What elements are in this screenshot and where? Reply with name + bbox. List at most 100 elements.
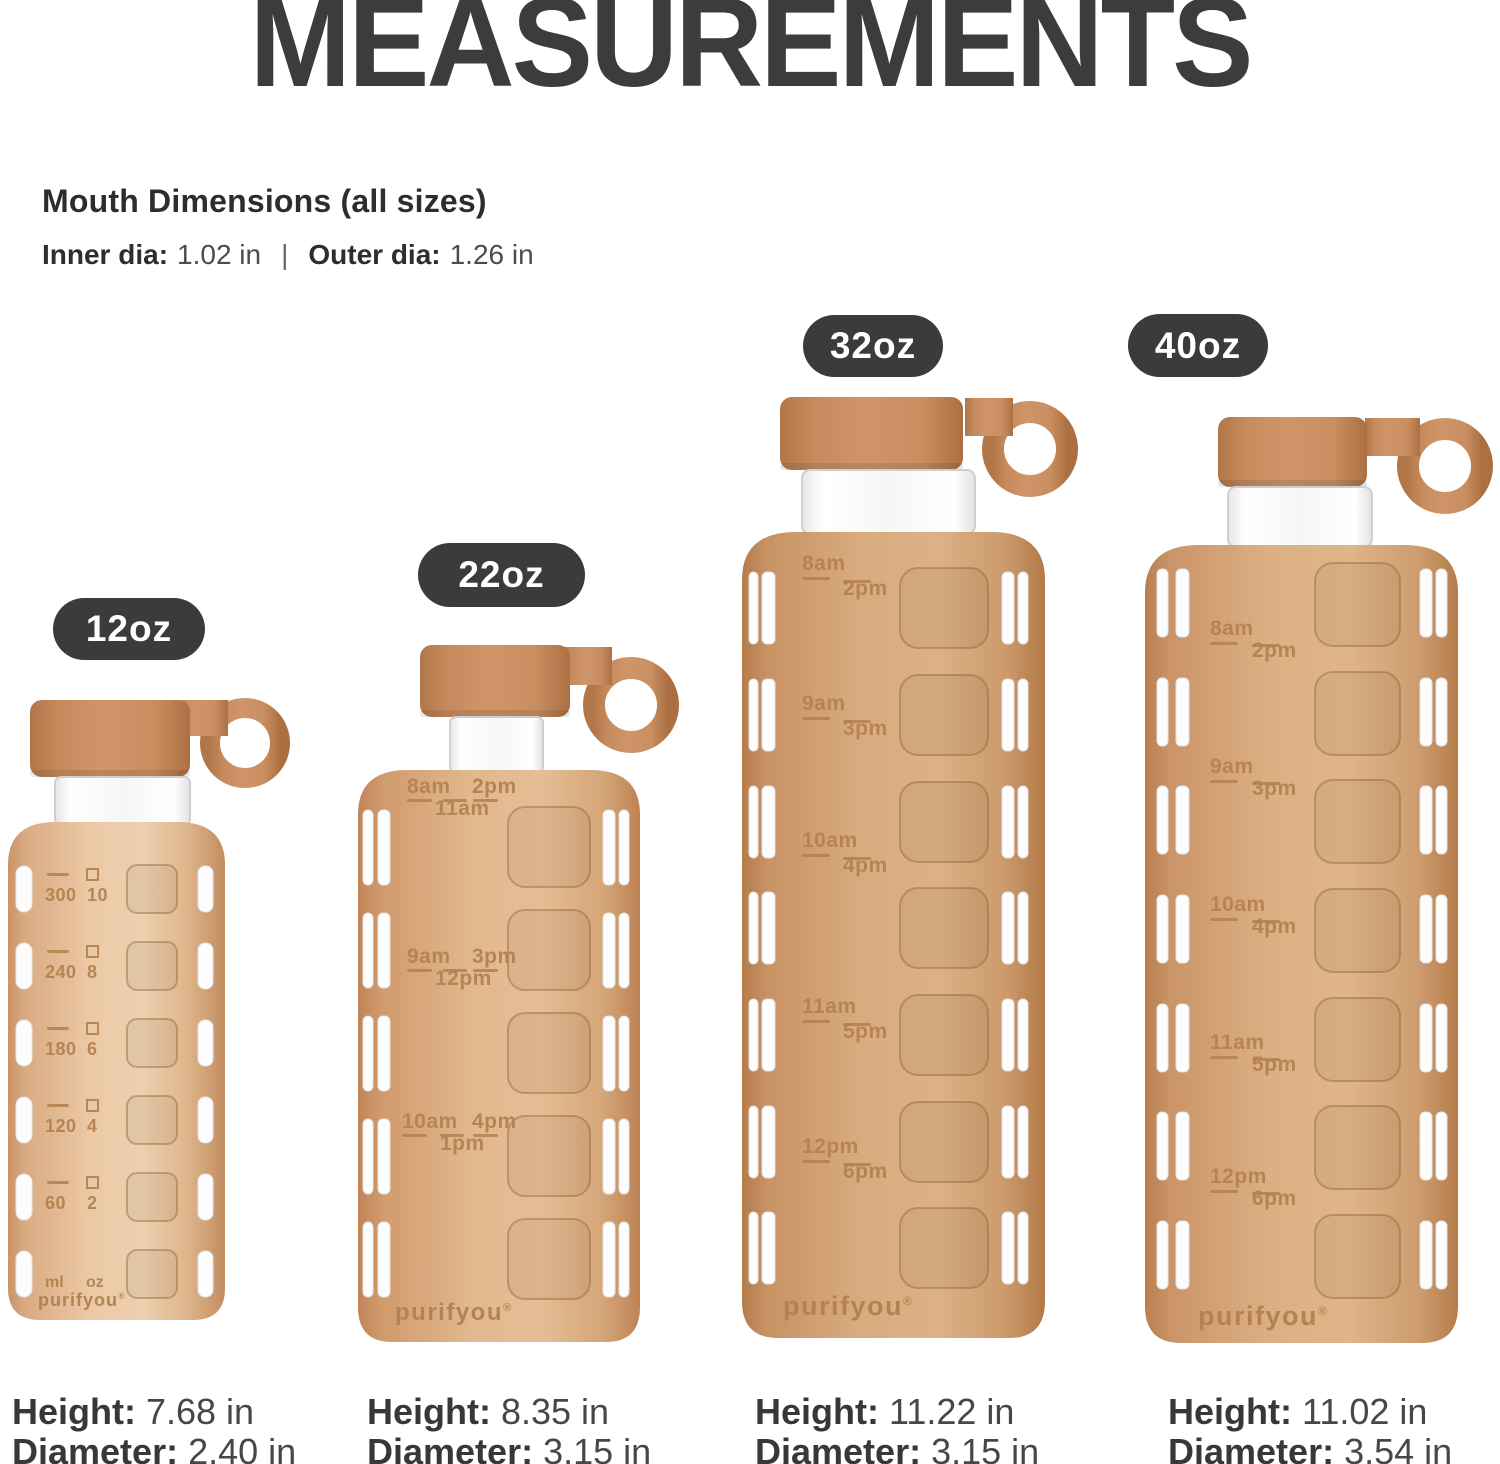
time-tick — [1252, 1192, 1280, 1195]
scale-tick — [47, 1027, 69, 1030]
sleeve-slot — [197, 1019, 214, 1067]
diameter-value: 3.15 in — [931, 1431, 1040, 1464]
time-marker-am: 11am — [1210, 1031, 1265, 1054]
bottle-illustration-40oz: 8am 2pm 9am 3pm 10am 4pm 11am 5pm 12pm 6… — [1145, 417, 1493, 1343]
sleeve-window — [1314, 779, 1401, 864]
height-value: 7.68 in — [145, 1391, 255, 1432]
sleeve-slot — [1435, 677, 1448, 747]
bottle-cap — [780, 397, 963, 470]
time-tick — [443, 969, 467, 972]
sleeve-window — [126, 1249, 178, 1299]
sleeve-slot — [1017, 678, 1029, 752]
sleeve-slot — [1175, 1220, 1190, 1290]
time-marker-pm: 4pm — [1252, 915, 1297, 938]
sleeve-slot — [1156, 894, 1169, 964]
sleeve-slot — [362, 809, 374, 886]
sleeve-slot — [1175, 1003, 1190, 1073]
time-tick — [1210, 642, 1238, 645]
sleeve-slot — [748, 678, 759, 752]
volume-marker-ml: 120 — [45, 1116, 77, 1136]
time-marker-am: 9am — [1210, 755, 1254, 778]
checkbox-icon — [86, 1022, 99, 1035]
sleeve-window — [507, 1218, 591, 1300]
sleeve-slot — [748, 891, 759, 965]
sleeve-window — [126, 1018, 178, 1068]
sleeve-window — [507, 1115, 591, 1197]
cap-lip-shadow — [30, 770, 190, 777]
time-marker-pm: 2pm — [843, 577, 888, 600]
sleeve-slot — [1175, 568, 1190, 638]
time-marker-am: 11am — [802, 995, 857, 1018]
sleeve-slot — [1001, 678, 1015, 752]
height-label: Height: — [755, 1391, 879, 1432]
page-title: MEASUREMENTS — [249, 0, 1253, 114]
bottle-illustration-12oz: 300 10 240 8 180 6 120 4 60 2 ml oz puri… — [8, 698, 290, 1320]
time-tick — [843, 1023, 871, 1026]
time-marker-am: 8am — [407, 775, 451, 798]
sleeve-slot — [1175, 1111, 1190, 1181]
cap-ring-connector — [1365, 418, 1420, 456]
sleeve-slot — [197, 942, 214, 990]
sleeve-window — [899, 1207, 989, 1289]
sleeve-slot — [15, 865, 33, 913]
sleeve-slot — [1435, 1003, 1448, 1073]
sleeve-slot — [602, 1015, 616, 1092]
height-value: 8.35 in — [500, 1391, 610, 1432]
bottle-cap — [30, 700, 190, 777]
ml-unit-label: ml — [45, 1274, 64, 1291]
time-tick — [802, 854, 830, 857]
dia-separator: | — [281, 239, 289, 270]
specs-22oz: Height: 8.35 in Diameter: 3.15 in — [367, 1392, 651, 1464]
sleeve-slot — [618, 809, 630, 886]
time-marker-pm: 3pm — [843, 717, 888, 740]
brand-wordmark: purifyou® — [783, 1291, 913, 1321]
time-tick — [802, 1160, 830, 1163]
time-tick — [1252, 1058, 1280, 1061]
checkbox-icon — [86, 1099, 99, 1112]
mouth-dimensions-values: Inner dia: 1.02 in | Outer dia: 1.26 in — [42, 239, 534, 271]
time-tick — [1210, 780, 1238, 783]
time-tick — [802, 717, 830, 720]
time-tick — [407, 969, 432, 972]
scale-tick — [47, 1104, 69, 1107]
sleeve-slot — [1001, 1105, 1015, 1179]
diameter-label: Diameter: — [367, 1431, 534, 1464]
sleeve-window — [1314, 671, 1401, 756]
bottle-cap — [1218, 417, 1367, 487]
sleeve-slot — [761, 785, 776, 859]
sleeve-slot — [197, 1096, 214, 1144]
silicone-sleeve — [1145, 545, 1458, 1343]
time-tick — [802, 577, 830, 580]
sleeve-slot — [761, 571, 776, 645]
glass-neck — [54, 776, 191, 826]
height-value: 11.02 in — [1301, 1391, 1428, 1432]
sleeve-slot — [1156, 677, 1169, 747]
time-marker-pm: 3pm — [472, 945, 517, 968]
time-tick — [843, 1163, 871, 1166]
scale-tick — [47, 950, 69, 953]
sleeve-slot — [761, 1211, 776, 1285]
time-marker-pm: 5pm — [1252, 1053, 1297, 1076]
height-value: 11.22 in — [888, 1391, 1015, 1432]
sleeve-slot — [1419, 1111, 1433, 1181]
size-badge-12oz: 12oz — [53, 598, 205, 660]
time-marker-am: 12pm — [802, 1135, 859, 1158]
time-tick — [1210, 1056, 1238, 1059]
diameter-label: Diameter: — [755, 1431, 922, 1464]
sleeve-slot — [1175, 677, 1190, 747]
time-tick — [843, 857, 871, 860]
specs-32oz: Height: 11.22 in Diameter: 3.15 in — [755, 1392, 1039, 1464]
time-marker-pm: 2pm — [472, 775, 517, 798]
sleeve-slot — [1156, 1003, 1169, 1073]
sleeve-slot — [618, 1015, 630, 1092]
volume-marker-oz: 4 — [87, 1116, 98, 1136]
time-tick — [1210, 1190, 1238, 1193]
time-marker-mid: 1pm — [440, 1132, 485, 1155]
specs-12oz: Height: 7.68 in Diameter: 2.40 in — [12, 1392, 296, 1464]
glass-neck — [1227, 486, 1373, 548]
sleeve-slot — [1017, 1211, 1029, 1285]
sleeve-slot — [1017, 1105, 1029, 1179]
sleeve-slot — [15, 1096, 33, 1144]
sleeve-slot — [761, 891, 776, 965]
